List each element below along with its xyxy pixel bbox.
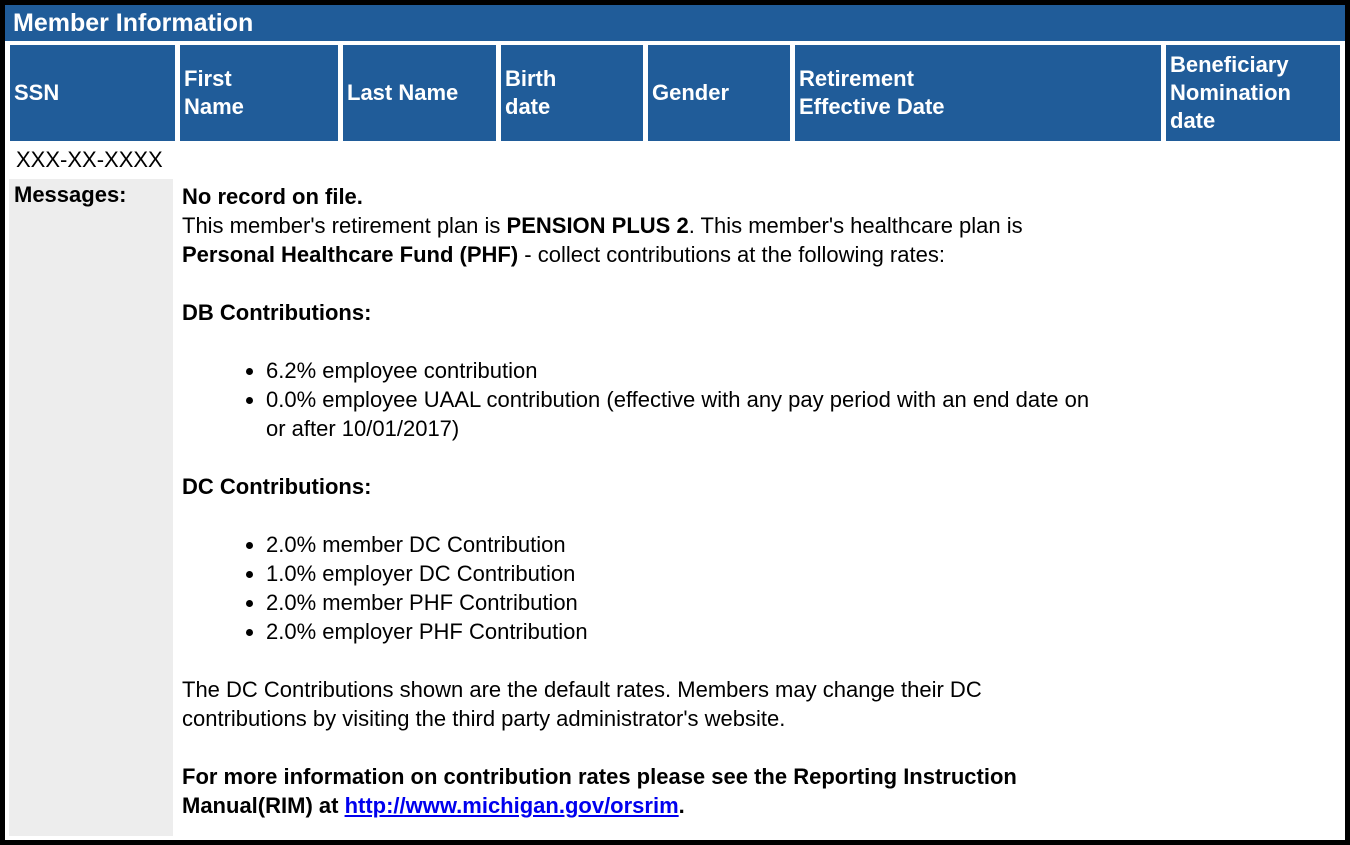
no-record-message: No record on file. <box>182 184 363 209</box>
healthcare-plan-name: Personal Healthcare Fund (PHF) <box>182 242 519 267</box>
col-header-birth-date: Birth date <box>501 45 643 141</box>
cell-beneficiary-nomination-date <box>1166 145 1340 175</box>
col-header-first-name: First Name <box>180 45 338 141</box>
list-item: 2.0% employer PHF Contribution <box>266 617 1112 646</box>
table-row: XXX-XX-XXXX <box>10 145 1340 175</box>
col-header-beneficiary-nomination-date: Beneficiary Nomination date <box>1166 45 1340 141</box>
list-item: 6.2% employee contribution <box>266 356 1112 385</box>
messages-row: Messages: No record on file. This member… <box>9 179 1340 836</box>
rim-note-period: . <box>678 793 685 818</box>
plan-message-part3: - collect contributions at the following… <box>518 242 945 267</box>
messages-label: Messages: <box>9 179 173 836</box>
cell-gender <box>648 145 790 175</box>
retirement-plan-name: PENSION PLUS 2 <box>506 213 689 238</box>
plan-message: This member's retirement plan is PENSION… <box>182 211 1062 269</box>
db-contributions-list: 6.2% employee contribution 0.0% employee… <box>182 356 1112 443</box>
orsrim-link[interactable]: http://www.michigan.gov/orsrim <box>344 793 679 818</box>
plan-message-part1: This member's retirement plan is <box>182 213 507 238</box>
list-item: 0.0% employee UAAL contribution (effecti… <box>266 385 1112 443</box>
cell-first-name <box>180 145 338 175</box>
default-rates-note: The DC Contributions shown are the defau… <box>182 677 982 731</box>
list-item: 1.0% employer DC Contribution <box>266 559 1112 588</box>
rim-note: For more information on contribution rat… <box>182 762 1062 820</box>
cell-ssn: XXX-XX-XXXX <box>10 145 175 175</box>
db-contributions-heading: DB Contributions: <box>182 300 372 325</box>
dc-contributions-heading: DC Contributions: <box>182 474 372 499</box>
page-title: Member Information <box>5 5 1345 41</box>
col-header-gender: Gender <box>648 45 790 141</box>
col-header-last-name: Last Name <box>343 45 496 141</box>
rim-note-text: For more information on contribution rat… <box>182 764 1017 818</box>
col-header-ssn: SSN <box>10 45 175 141</box>
messages-content: No record on file. This member's retirem… <box>173 179 1340 836</box>
list-item: 2.0% member PHF Contribution <box>266 588 1112 617</box>
table-header-row: SSN First Name Last Name Birth date Gend… <box>10 45 1340 141</box>
col-header-retirement-effective-date: Retirement Effective Date <box>795 45 1161 141</box>
member-table: SSN First Name Last Name Birth date Gend… <box>5 41 1345 179</box>
cell-birth-date <box>501 145 643 175</box>
list-item: 2.0% member DC Contribution <box>266 530 1112 559</box>
cell-retirement-effective-date <box>795 145 1161 175</box>
plan-message-part2: . This member's healthcare plan is <box>688 213 1023 238</box>
cell-last-name <box>343 145 496 175</box>
dc-contributions-list: 2.0% member DC Contribution 1.0% employe… <box>182 530 1112 646</box>
